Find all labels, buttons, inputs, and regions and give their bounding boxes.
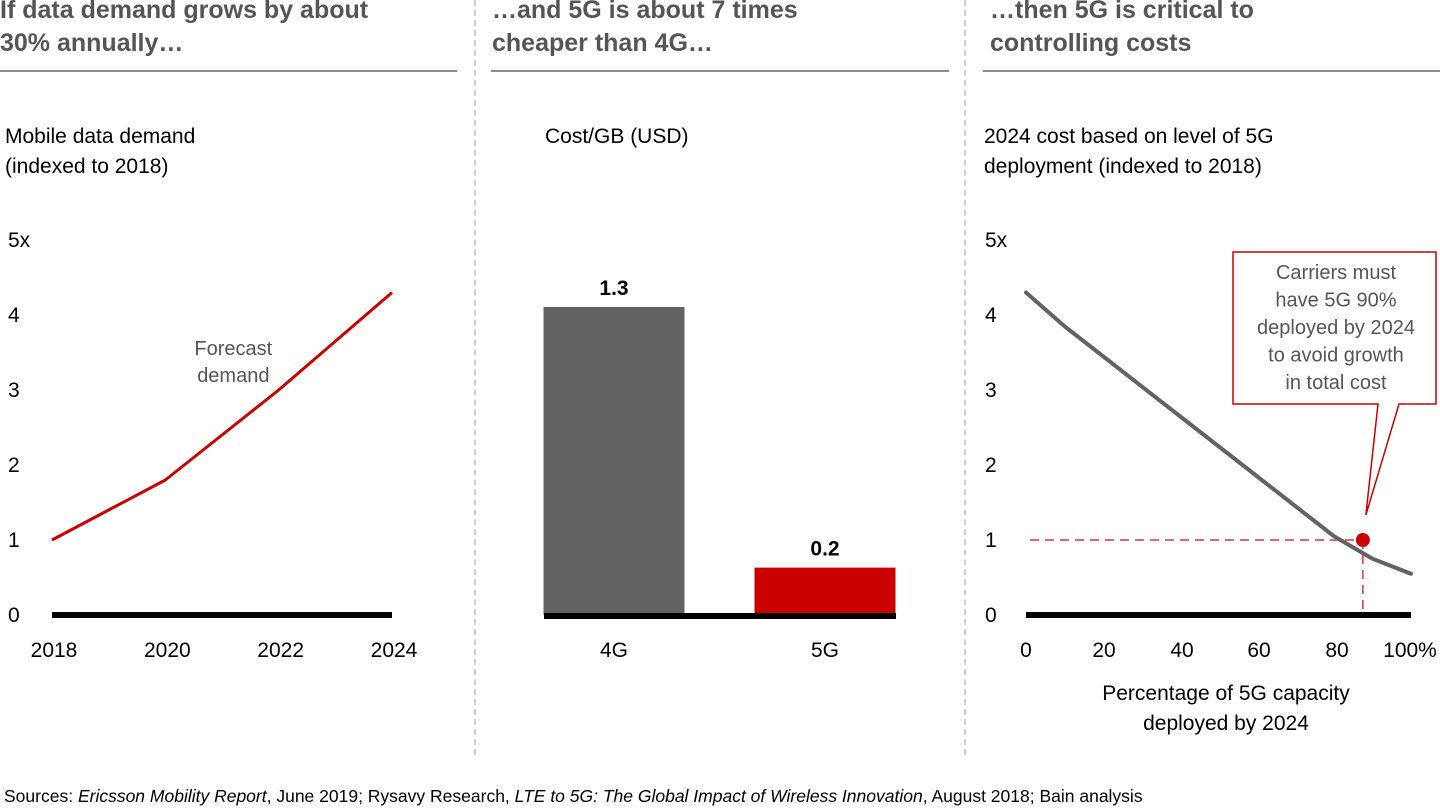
panel-divider-1: [474, 0, 476, 755]
panel-2-subtitle: Cost/GB (USD): [545, 125, 689, 148]
chart3-xtick-60: 60: [1247, 639, 1270, 662]
chart1-ytick-1: 1: [8, 529, 20, 552]
chart2-bar-4G: [543, 307, 685, 615]
chart1-xtick-2022: 2022: [257, 639, 304, 662]
sources-prefix: Sources:: [4, 786, 78, 806]
chart1-ytick-3: 3: [8, 379, 20, 402]
chart2-value-label-4G: 1.3: [599, 277, 628, 300]
chart2-bar-5G: [754, 567, 896, 615]
chart1-ytick-0: 0: [8, 604, 20, 627]
chart3-callout-text-line-1: Carriers must: [1276, 262, 1396, 284]
chart3-xtick-100pct: 100%: [1383, 639, 1437, 662]
panel-divider-2: [964, 0, 966, 755]
panel-1-title: If data demand grows by about 30% annual…: [0, 0, 369, 57]
chart1-annotation-forecast-line-1: Forecast: [194, 338, 272, 360]
chart1-ytick-5x: 5x: [8, 229, 31, 252]
chart1-xtick-2018: 2018: [31, 639, 78, 662]
chart3-callout-text-line-5: in total cost: [1285, 372, 1387, 394]
chart3-ytick-5x: 5x: [985, 229, 1008, 252]
panel-2-title-rule: [491, 70, 949, 72]
chart3-callout-text-line-3: deployed by 2024: [1257, 317, 1415, 339]
chart1-xtick-2024: 2024: [371, 639, 418, 662]
chart3-series-line: [1024, 290, 1413, 576]
panel-1-subtitle: Mobile data demand (indexed to 2018): [5, 125, 196, 178]
chart2-value-label-5G: 0.2: [810, 538, 839, 561]
chart3-xtick-40: 40: [1170, 639, 1193, 662]
panel-3-title: …then 5G is critical to controlling cost…: [990, 0, 1254, 57]
chart3-xtick-20: 20: [1092, 639, 1115, 662]
chart3-callout-box: [1232, 251, 1437, 516]
chart3-ytick-4: 4: [985, 304, 997, 327]
chart3-callout-text-line-4: to avoid growth: [1268, 345, 1404, 367]
chart3-x-axis-title-line-1: Percentage of 5G capacity: [1102, 682, 1350, 705]
chart2-xtick-4G: 4G: [600, 639, 628, 662]
chart1-series-line: [51, 291, 393, 542]
panel-3-subtitle: 2024 cost based on level of 5G deploymen…: [984, 125, 1274, 178]
sources-footnote: Sources: Ericsson Mobility Report, June …: [4, 786, 1143, 807]
chart3-x-axis-title-line-2: deployed by 2024: [1143, 712, 1309, 735]
sources-part-4: , August 2018; Bain analysis: [922, 786, 1143, 806]
chart3-ytick-0: 0: [985, 604, 997, 627]
panel-3-title-rule: [983, 70, 1440, 72]
chart1-xtick-2020: 2020: [144, 639, 191, 662]
chart1-ytick-4: 4: [8, 304, 20, 327]
chart3-ytick-1: 1: [985, 529, 997, 552]
chart3-xtick-80: 80: [1325, 639, 1348, 662]
sources-part-3: LTE to 5G: The Global Impact of Wireless…: [514, 786, 923, 806]
chart3-callout-text-line-2: have 5G 90%: [1275, 290, 1396, 312]
chart3-ytick-2: 2: [985, 454, 997, 477]
sources-part-1: Ericsson Mobility Report: [77, 786, 267, 806]
chart3-xtick-0: 0: [1020, 639, 1032, 662]
chart1-ytick-2: 2: [8, 454, 20, 477]
panel-2-title: …and 5G is about 7 times cheaper than 4G…: [492, 0, 798, 57]
chart2-xtick-5G: 5G: [811, 639, 839, 662]
panel-1-title-rule: [0, 70, 457, 72]
chart3-ytick-3: 3: [985, 379, 997, 402]
chart1-annotation-forecast-line-2: demand: [197, 365, 269, 387]
sources-part-2: , June 2019; Rysavy Research,: [266, 786, 515, 806]
chart3-highlight-point: [1355, 533, 1370, 547]
